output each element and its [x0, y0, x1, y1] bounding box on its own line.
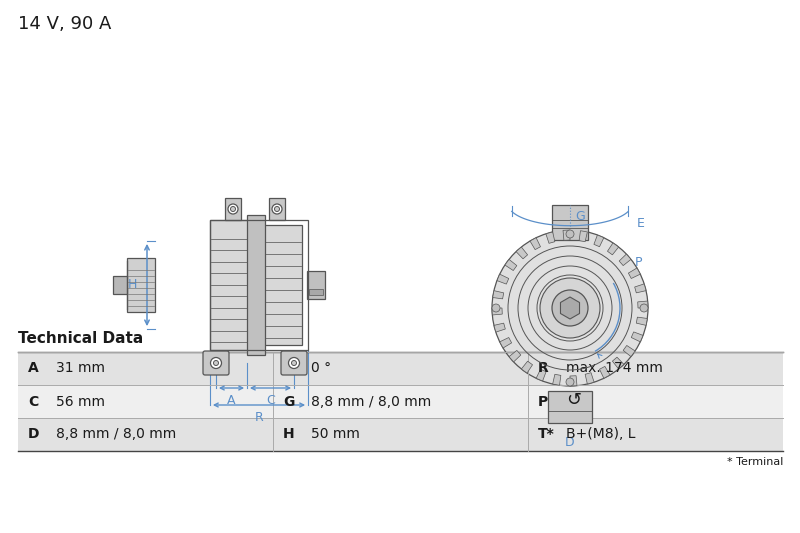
Text: * Terminal: * Terminal [726, 457, 783, 467]
Polygon shape [509, 350, 521, 362]
Polygon shape [599, 366, 610, 378]
Polygon shape [497, 274, 509, 284]
Polygon shape [636, 317, 647, 325]
Polygon shape [546, 232, 555, 244]
Text: T*: T* [538, 427, 554, 441]
Circle shape [566, 230, 574, 238]
Text: R: R [538, 361, 549, 376]
Text: ↺: ↺ [566, 392, 581, 409]
Circle shape [210, 358, 222, 368]
Bar [309, 289, 323, 295]
Bar [552, 205, 588, 240]
Polygon shape [619, 254, 631, 265]
Bar [18, 418, 783, 451]
Polygon shape [563, 230, 570, 240]
Bar [548, 391, 592, 423]
Polygon shape [553, 374, 561, 385]
Text: E: E [283, 361, 293, 376]
Bar [307, 271, 325, 299]
Text: A: A [227, 394, 236, 407]
Circle shape [492, 230, 648, 386]
Polygon shape [579, 231, 587, 241]
Polygon shape [536, 369, 546, 381]
Bar [18, 385, 783, 418]
Circle shape [230, 206, 235, 212]
Bar [113, 276, 127, 294]
Polygon shape [594, 235, 604, 247]
Text: C: C [266, 394, 275, 407]
Text: H: H [128, 279, 137, 292]
Text: H: H [283, 427, 294, 441]
Polygon shape [570, 376, 577, 386]
Text: R: R [254, 411, 263, 424]
Polygon shape [634, 284, 646, 293]
Circle shape [214, 360, 218, 366]
Polygon shape [516, 247, 528, 259]
Text: 50 mm: 50 mm [311, 427, 360, 441]
Text: P: P [538, 394, 548, 408]
Text: D: D [565, 436, 575, 449]
Bar [18, 352, 783, 385]
Circle shape [540, 278, 600, 338]
Circle shape [274, 206, 279, 212]
Text: 0 °: 0 ° [311, 361, 331, 376]
Polygon shape [505, 260, 517, 271]
Circle shape [566, 378, 574, 386]
Polygon shape [522, 361, 533, 373]
Bar [210, 220, 308, 350]
Circle shape [552, 290, 588, 326]
Bar [247, 215, 265, 355]
Text: P: P [635, 256, 642, 270]
Polygon shape [585, 373, 594, 384]
Polygon shape [612, 357, 624, 369]
Polygon shape [628, 268, 640, 279]
Text: 8,8 mm / 8,0 mm: 8,8 mm / 8,0 mm [311, 394, 431, 408]
Text: 31 mm: 31 mm [56, 361, 105, 376]
Polygon shape [500, 337, 512, 348]
Circle shape [492, 304, 500, 312]
Polygon shape [623, 345, 635, 357]
Polygon shape [638, 301, 648, 308]
Text: Technical Data: Technical Data [18, 331, 143, 346]
Text: 14 V, 90 A: 14 V, 90 A [18, 15, 111, 33]
Text: B+(M8), L: B+(M8), L [566, 427, 635, 441]
Text: G: G [575, 210, 585, 223]
Polygon shape [631, 332, 643, 342]
Circle shape [289, 358, 299, 368]
Bar [127, 258, 155, 312]
Text: D: D [28, 427, 39, 441]
Circle shape [291, 360, 297, 366]
Polygon shape [561, 297, 579, 319]
Circle shape [272, 204, 282, 214]
Text: A: A [28, 361, 38, 376]
Text: 8,8 mm / 8,0 mm: 8,8 mm / 8,0 mm [56, 427, 176, 441]
Polygon shape [530, 238, 541, 249]
FancyBboxPatch shape [281, 351, 307, 375]
Circle shape [228, 204, 238, 214]
Text: G: G [283, 394, 294, 408]
Text: C: C [28, 394, 38, 408]
Polygon shape [494, 323, 506, 332]
Polygon shape [607, 243, 618, 255]
FancyBboxPatch shape [203, 351, 229, 375]
Bar [260, 225, 302, 345]
Polygon shape [493, 290, 504, 299]
Bar [210, 220, 250, 350]
Text: 56 mm: 56 mm [56, 394, 105, 408]
Bar [225, 198, 241, 220]
Text: max. 174 mm: max. 174 mm [566, 361, 663, 376]
Polygon shape [492, 308, 502, 315]
Bar [269, 198, 285, 220]
Text: E: E [637, 217, 645, 230]
Circle shape [640, 304, 648, 312]
